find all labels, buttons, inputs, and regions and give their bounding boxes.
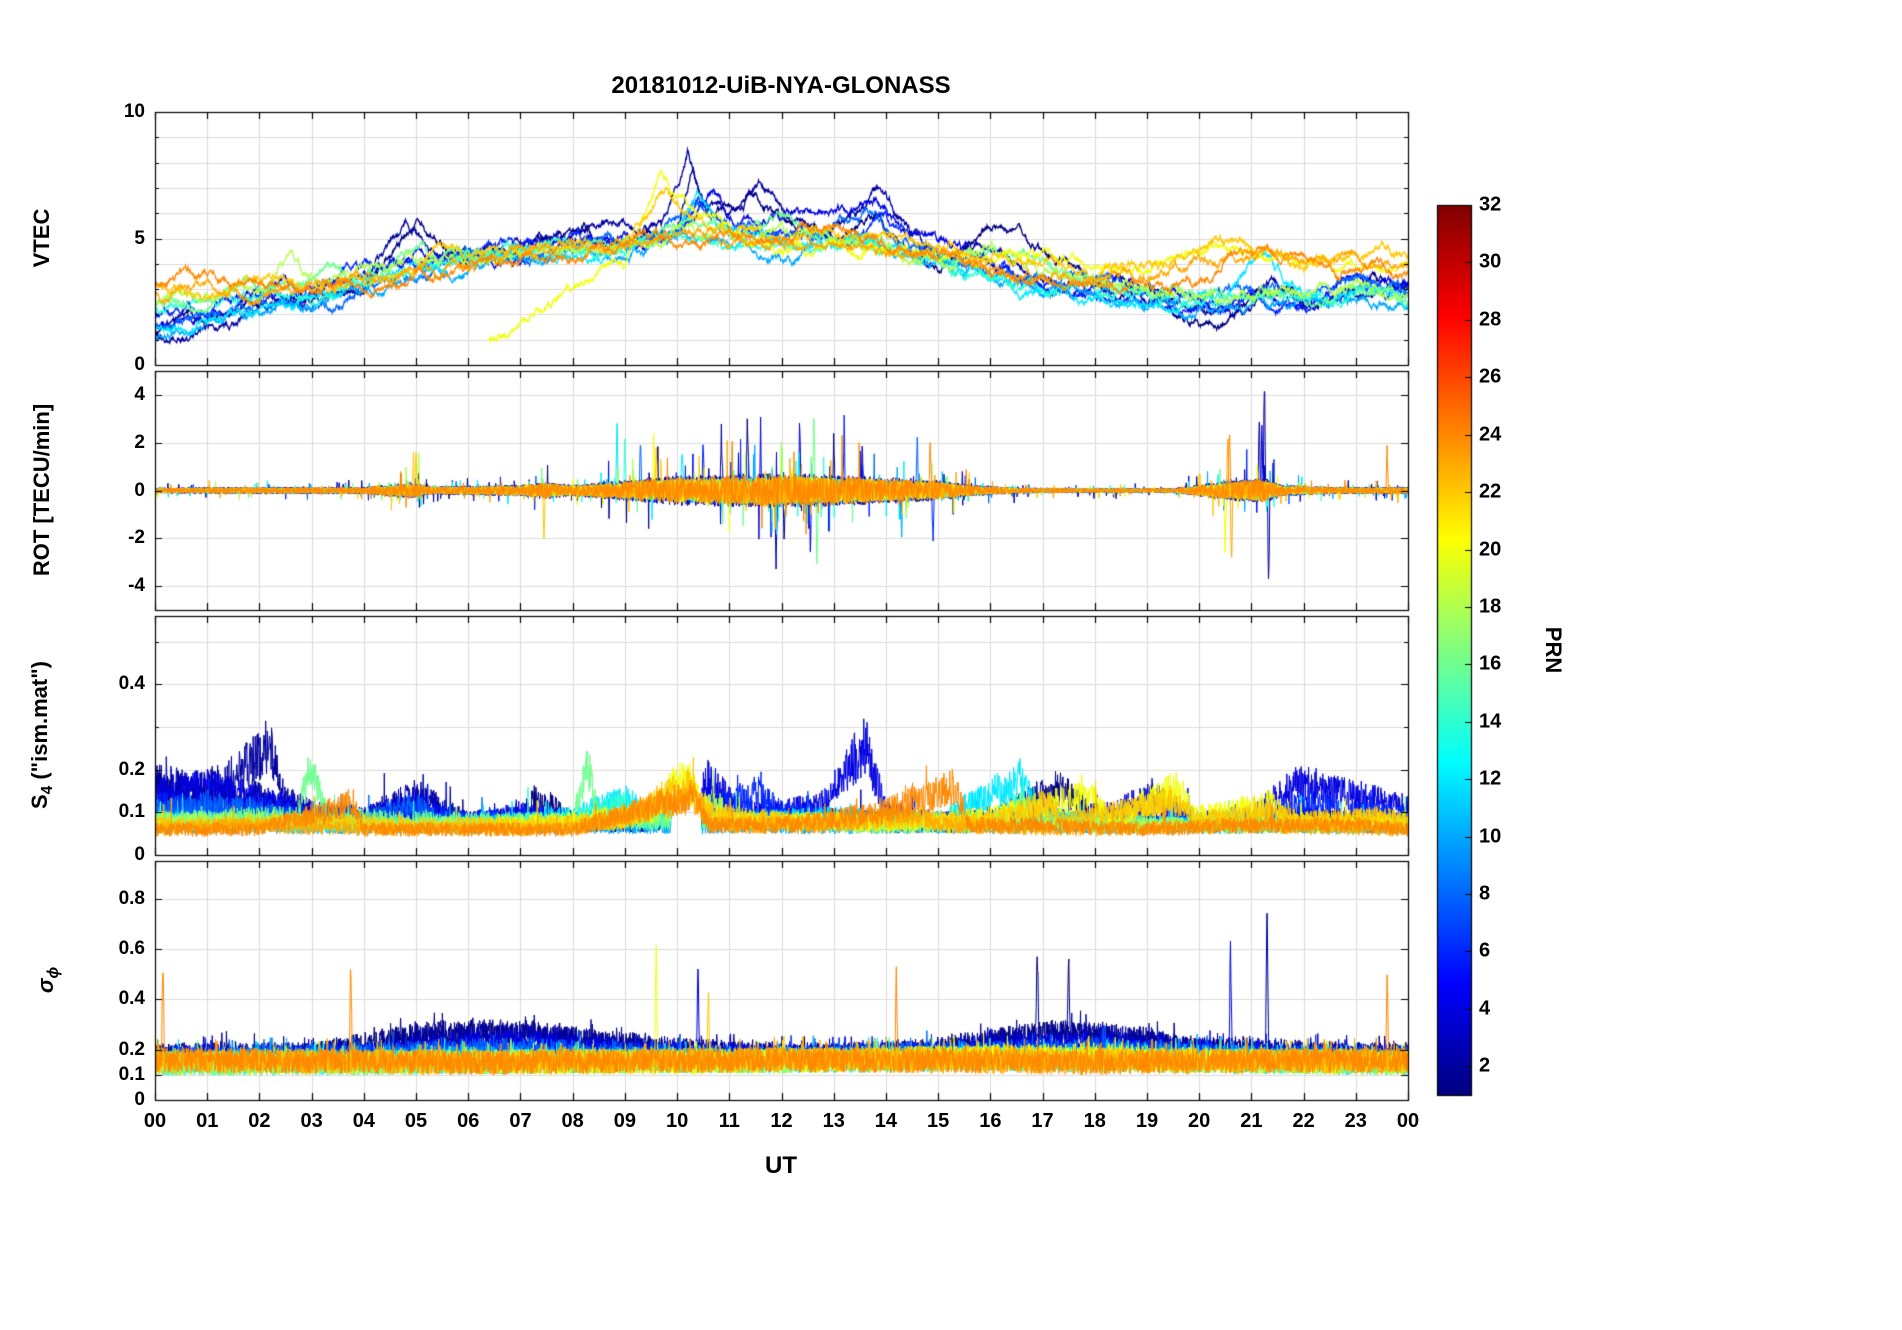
colorbar-tick-label: 32: [1479, 193, 1502, 216]
x-tick-label: 22: [1292, 1110, 1315, 1132]
y-tick-label: 0: [134, 844, 145, 865]
y-tick-label: 0: [134, 479, 145, 501]
y-tick-label: -2: [128, 527, 145, 549]
colorbar-tick-label: 14: [1479, 710, 1502, 733]
x-tick-label: 06: [457, 1110, 480, 1132]
y-tick-label: 0.1: [118, 801, 145, 823]
x-tick-label: 03: [300, 1110, 323, 1132]
colorbar-tick-label: 26: [1479, 365, 1502, 388]
y-tick-label: 0.8: [118, 887, 145, 909]
x-tick-label: 17: [1031, 1110, 1054, 1132]
ylabel-s4-sub: 4: [39, 785, 57, 795]
ylabel-vtec-text: VTEC: [29, 208, 54, 268]
ylabel-s4-post: ("ism.mat"): [26, 660, 52, 786]
colorbar-tick-label: 28: [1479, 308, 1502, 331]
y-tick-label: 0.4: [118, 673, 145, 695]
ylabel-sigma-phi: σϕ: [33, 967, 63, 993]
x-tick-label: 04: [352, 1110, 375, 1132]
x-tick-label: 13: [822, 1110, 845, 1132]
xlabel-ut: UT: [765, 1152, 797, 1179]
x-tick-label: 05: [404, 1110, 428, 1132]
x-tick-label: 18: [1083, 1110, 1106, 1132]
ylabel-sigma-sub: ϕ: [45, 966, 63, 979]
y-tick-label: 0.6: [118, 938, 145, 960]
y-tick-label: 10: [123, 101, 145, 122]
colorbar-tick-label: 20: [1479, 538, 1502, 561]
ylabel-vtec: VTEC: [29, 209, 55, 268]
x-tick-label: 00: [143, 1110, 167, 1132]
y-tick-label: 0.4: [118, 988, 145, 1010]
colorbar-tick-label: 18: [1479, 595, 1502, 618]
x-tick-label: 23: [1344, 1110, 1367, 1132]
ylabel-s4-main: S: [26, 794, 52, 810]
colorbar-label-prn: PRN: [1541, 626, 1566, 674]
x-tick-label: 09: [613, 1110, 636, 1132]
x-tick-label: 20: [1188, 1110, 1211, 1132]
x-tick-label: 21: [1240, 1110, 1263, 1132]
x-tick-label: 19: [1135, 1110, 1159, 1132]
x-tick-label: 12: [770, 1110, 793, 1132]
colorbar-tick-label: 6: [1479, 939, 1491, 962]
x-tick-label: 11: [718, 1110, 740, 1132]
y-tick-label: 0.2: [118, 1038, 145, 1060]
ylabel-rot-text: ROT [TECU/min]: [29, 403, 54, 577]
y-tick-label: -4: [128, 575, 145, 597]
colorbar-tick-label: 22: [1479, 480, 1502, 503]
colorbar-tick-label: 30: [1479, 250, 1502, 273]
ylabel-rot: ROT [TECU/min]: [29, 404, 55, 576]
x-tick-label: 16: [979, 1110, 1002, 1132]
x-tick-label: 15: [927, 1110, 950, 1132]
colorbar-tick-label: 24: [1479, 423, 1502, 446]
y-tick-label: 0.1: [118, 1063, 145, 1085]
x-tick-label: 07: [509, 1110, 532, 1132]
x-tick-label: 08: [561, 1110, 584, 1132]
ylabel-sigma-main: σ: [32, 978, 58, 994]
ylabel-s4: S4 ("ism.mat"): [27, 661, 57, 809]
colorbar-tick-label: 12: [1479, 767, 1502, 790]
colorbar-tick-label: 2: [1479, 1054, 1491, 1077]
x-tick-label: 14: [874, 1110, 898, 1132]
y-tick-label: 5: [134, 227, 145, 249]
x-tick-label: 10: [665, 1110, 689, 1132]
y-tick-label: 0: [134, 354, 145, 375]
colorbar-tick-label: 16: [1479, 652, 1502, 675]
x-tick-label: 01: [196, 1110, 219, 1132]
colorbar-tick-label: 10: [1479, 825, 1502, 848]
y-tick-label: 4: [134, 383, 145, 405]
colorbar-tick-label: 4: [1479, 997, 1491, 1020]
x-tick-label: 00: [1396, 1110, 1420, 1132]
chart-title: 20181012-UiB-NYA-GLONASS: [611, 72, 951, 99]
y-tick-label: 0.2: [118, 758, 145, 780]
y-tick-label: 2: [134, 431, 145, 453]
y-tick-label: 0: [134, 1089, 145, 1110]
colorbar-tick-label: 8: [1479, 882, 1491, 905]
x-tick-label: 02: [248, 1110, 271, 1132]
